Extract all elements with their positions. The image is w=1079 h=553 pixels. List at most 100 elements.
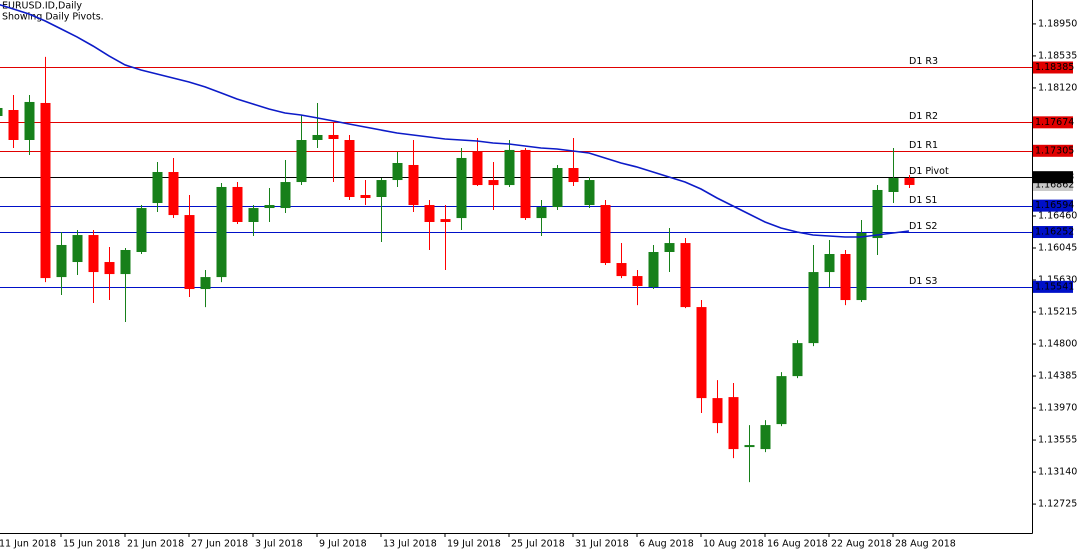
candle-body: [840, 254, 851, 301]
level-price-box: [1033, 226, 1073, 239]
candle-body: [424, 205, 435, 222]
candle-body: [776, 376, 787, 425]
candle-body: [104, 262, 115, 275]
x-tick-label: 11 Jun 2018: [0, 539, 56, 550]
level-label: D1 R2: [909, 111, 938, 122]
chart-title: EURUSD.ID,Daily: [2, 1, 82, 12]
candle-body: [72, 235, 83, 263]
candle-body: [440, 219, 451, 222]
candle-body: [472, 151, 483, 186]
candle-body: [584, 180, 595, 206]
candle-body: [568, 167, 579, 183]
level-label: D1 S2: [909, 221, 937, 232]
candle-body: [56, 244, 67, 278]
candle-body: [616, 263, 627, 277]
level-price-box: [1033, 280, 1073, 293]
candle-body: [760, 425, 771, 450]
candle-body: [728, 397, 739, 450]
candle-body: [24, 101, 35, 140]
x-tick-label: 21 Jun 2018: [127, 539, 184, 550]
y-tick-label: 1.18535: [1038, 50, 1077, 61]
candle-body: [344, 139, 355, 198]
level-label: D1 R1: [909, 140, 938, 151]
candle-body: [648, 251, 659, 288]
moving-average: [0, 3, 910, 238]
level-price-box: [1033, 199, 1073, 212]
y-tick-label: 1.14800: [1038, 339, 1077, 350]
candle-body: [504, 149, 515, 186]
x-tick-label: 6 Aug 2018: [639, 539, 694, 550]
candle-body: [184, 215, 195, 290]
level-price-box: [1033, 61, 1073, 74]
level-price-box: [1033, 116, 1073, 129]
x-tick-label: 10 Aug 2018: [703, 539, 764, 550]
candle-body: [360, 194, 371, 199]
level-label: D1 S1: [909, 195, 937, 206]
x-tick-label: 9 Jul 2018: [319, 539, 367, 550]
candle-body: [248, 208, 259, 222]
level-price-label: 1.17305: [1035, 145, 1074, 156]
y-tick-label: 1.12725: [1038, 499, 1077, 510]
candle-body: [8, 109, 19, 140]
x-tick-label: 25 Jul 2018: [511, 539, 565, 550]
level-price-label: 1.16594: [1035, 200, 1074, 211]
x-tick-label: 3 Jul 2018: [255, 539, 303, 550]
y-tick-label: 1.16460: [1038, 210, 1077, 221]
candle-body: [0, 107, 3, 117]
candle-body: [904, 178, 915, 185]
x-tick-label: 15 Jun 2018: [63, 539, 120, 550]
y-tick-label: 1.15215: [1038, 307, 1077, 318]
candle-body: [856, 233, 867, 301]
y-tick-label: 1.18120: [1038, 82, 1077, 93]
level-price-label: 1.15541: [1035, 281, 1074, 292]
y-tick-label: 1.15630: [1038, 274, 1077, 285]
candle-body: [792, 343, 803, 377]
chart-subtitle: Showing Daily Pivots.: [2, 12, 104, 23]
candle-body: [312, 134, 323, 140]
candle-body: [712, 398, 723, 424]
level-price-label: 1.16963: [1035, 172, 1074, 183]
level-label: D1 R3: [909, 56, 938, 67]
candle-body: [744, 445, 755, 448]
candle-body: [232, 186, 243, 222]
candle-body: [264, 205, 275, 209]
candle-body: [216, 186, 227, 278]
level-price-label: 1.18385: [1035, 62, 1074, 73]
level-price-label: 1.16252: [1035, 227, 1074, 238]
x-tick-label: 16 Aug 2018: [767, 539, 828, 550]
candle-body: [280, 182, 291, 209]
candle-body: [120, 249, 131, 275]
level-price-box: [1033, 171, 1073, 184]
y-tick-label: 1.13555: [1038, 435, 1077, 446]
candle-body: [664, 243, 675, 252]
candle-body: [456, 157, 467, 219]
x-tick-label: 28 Aug 2018: [895, 539, 956, 550]
level-price-label: 1.17674: [1035, 117, 1074, 128]
candle-body: [392, 162, 403, 181]
y-tick-label: 1.13140: [1038, 467, 1077, 478]
candle-body: [696, 307, 707, 399]
level-label: D1 Pivot: [909, 166, 949, 177]
candle-body: [632, 276, 643, 287]
candle-body: [168, 172, 179, 216]
candle-body: [488, 180, 499, 186]
y-tick-label: 1.16045: [1038, 242, 1077, 253]
level-price-box: [1033, 144, 1073, 157]
candle-body: [376, 180, 387, 198]
candle-body: [88, 235, 99, 273]
level-label: D1 S3: [909, 276, 937, 287]
candle-body: [296, 139, 307, 183]
x-tick-label: 27 Jun 2018: [191, 539, 248, 550]
y-tick-label: 1.13970: [1038, 403, 1077, 414]
candle-body: [552, 167, 563, 208]
candle-body: [200, 277, 211, 290]
x-tick-label: 22 Aug 2018: [831, 539, 892, 550]
candle-body: [152, 172, 163, 204]
candle-body: [824, 254, 835, 273]
x-tick-label: 31 Jul 2018: [575, 539, 629, 550]
x-tick-label: 19 Jul 2018: [447, 539, 501, 550]
candle-body: [408, 164, 419, 206]
x-tick-label: 13 Jul 2018: [383, 539, 437, 550]
candle-body: [808, 272, 819, 344]
